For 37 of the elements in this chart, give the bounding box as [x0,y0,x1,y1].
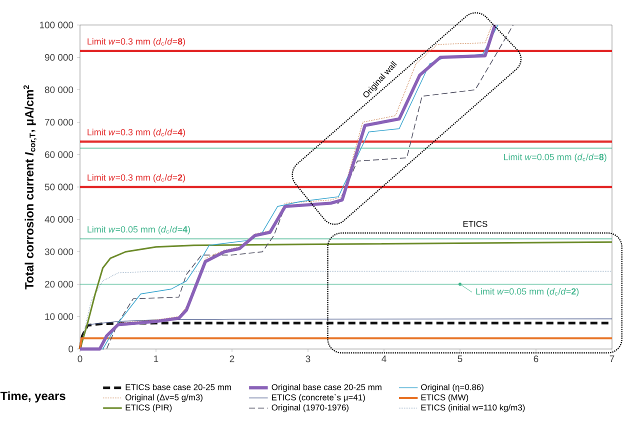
x-tick-label: 5 [458,356,462,362]
x-tick-label: 3 [306,356,310,362]
y-tick-label: 20 000 [45,280,74,288]
legend-label: ETICS (concrete`s μ=41) [272,394,365,402]
legend-label: Original base case 20-25 mm [272,384,382,392]
y-tick-label: 80 000 [44,86,74,94]
legend-label: ETICS (initial w=110 kg/m3) [421,404,525,412]
x-tick-label: 6 [534,356,538,362]
legend-label: ETICS (PIR) [126,404,172,412]
annotation: ETICS [463,220,488,227]
y-tick-label: 100 000 [40,22,74,28]
text: Limit w=0.3 mm (d$_{c}$/d=4) [88,128,185,138]
x-tick-label: 2 [230,356,234,362]
x-tick-label: 4 [382,356,386,362]
text: Limit w=0.3 mm (d$_{c}$/d=8) [88,38,185,46]
y-tick-label: 40 000 [44,216,74,223]
text: Limit w=0.05 mm (d$_{c}$/d=8) [504,154,606,162]
x-tick-label: 7 [610,356,614,362]
legend-label: Original (Δv=5 g/m3) [126,394,202,402]
legend-label: Original (η=0.86) [421,384,484,392]
y-axis-title: Total corrosion current I$_{cor,T}$, μA/cm$^{2}$ [24,85,36,290]
legend-label: Original (1970-1976) [272,404,348,412]
text: Limit w=0.3 mm (d$_{c}$/d=2) [88,174,185,182]
y-tick-label: 0 [68,346,74,352]
x-tick-label: 1 [154,356,158,362]
x-axis-title: Time, years [0,391,66,403]
y-tick-label: 50 000 [44,184,74,190]
legend-label: ETICS (MW) [421,394,468,402]
y-tick-label: 90 000 [44,54,74,61]
text: Limit w=0.05 mm (d$_{c}$/d=2) [476,288,579,296]
y-tick-label: 10 000 [45,313,74,320]
y-tick-label: 70 000 [45,118,74,126]
text: Limit w=0.05 mm (d$_{c}$/d=4) [88,226,190,234]
x-tick-label: 0 [78,356,82,362]
legend-label: ETICS base case 20-25 mm [126,384,231,390]
y-tick-label: 30 000 [44,248,74,256]
y-tick-label: 60 000 [45,151,74,158]
